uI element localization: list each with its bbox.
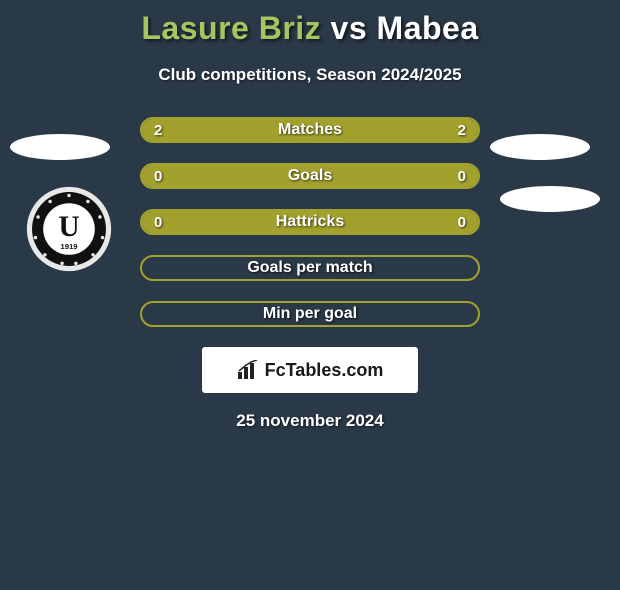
page-title: Lasure Briz vs Mabea (0, 10, 620, 47)
stat-bar: 22Matches (140, 117, 480, 143)
stat-bar: 00Goals (140, 163, 480, 189)
placeholder-oval (500, 186, 600, 212)
club-crest-icon: U 1919 (26, 186, 112, 272)
placeholder-oval (490, 134, 590, 160)
title-player1: Lasure Briz (141, 10, 321, 46)
stat-bar: 00Hattricks (140, 209, 480, 235)
stat-bars: 22Matches 00Goals 00Hattricks Goals per mat… (140, 117, 480, 327)
stat-label: Min per goal (142, 305, 478, 323)
stat-label: Matches (142, 121, 478, 139)
crest-letter: U (58, 211, 79, 243)
title-player2: Mabea (377, 10, 479, 46)
stat-label: Goals per match (142, 259, 478, 277)
title-vs: vs (331, 10, 368, 46)
brand-text: FcTables.com (265, 360, 384, 381)
chart-icon (237, 360, 259, 380)
brand-box: FcTables.com (202, 347, 418, 393)
placeholder-oval (10, 134, 110, 160)
crest-year: 1919 (60, 242, 78, 251)
stat-bar: Min per goal (140, 301, 480, 327)
date-text: 25 november 2024 (0, 411, 620, 431)
stat-label: Goals (142, 167, 478, 185)
stat-label: Hattricks (142, 213, 478, 231)
stat-bar: Goals per match (140, 255, 480, 281)
subtitle: Club competitions, Season 2024/2025 (0, 65, 620, 85)
